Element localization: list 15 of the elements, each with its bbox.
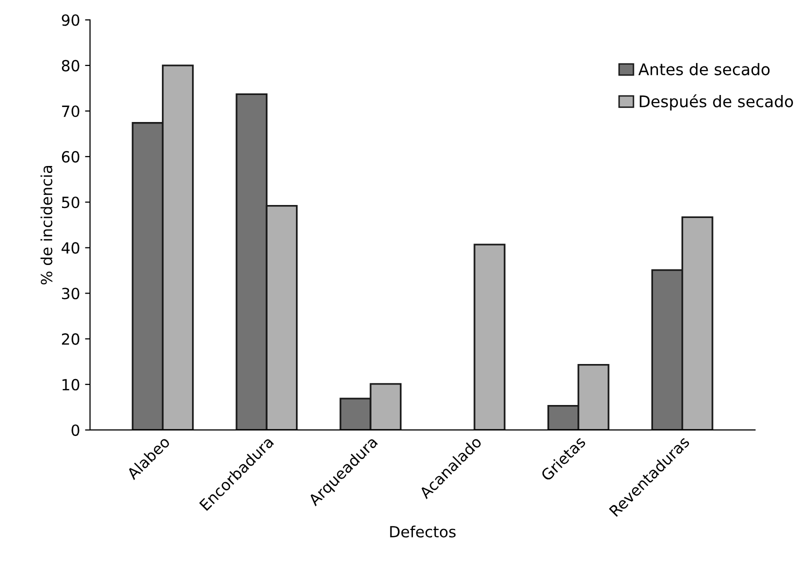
y-tick-label: 70 <box>62 105 80 118</box>
bar <box>474 244 506 430</box>
y-tick-label: 90 <box>62 14 80 26</box>
legend-label: Antes de secado <box>638 62 770 76</box>
y-tick-label: 60 <box>62 151 80 163</box>
y-tick-label: 80 <box>62 60 80 72</box>
y-tick-label: 0 <box>72 424 80 436</box>
y-tick-label: 20 <box>62 333 80 345</box>
y-tick-label: 40 <box>62 242 80 254</box>
y-axis-title: % de incidencia <box>40 166 52 284</box>
legend-label: Después de secado <box>640 94 793 110</box>
y-tick-label: 30 <box>62 288 80 300</box>
x-axis-title: Defectos <box>390 526 456 538</box>
y-tick-label: 50 <box>62 196 80 208</box>
y-tick-label: 10 <box>62 378 80 390</box>
